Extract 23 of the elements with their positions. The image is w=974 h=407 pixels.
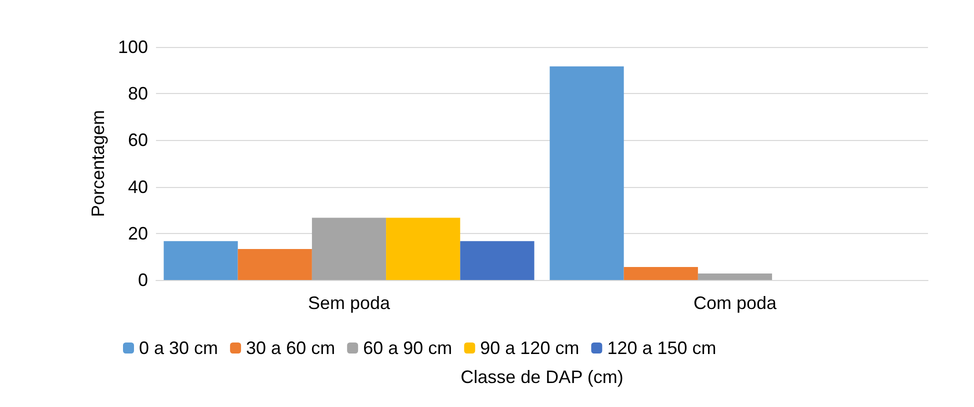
bar <box>698 273 772 280</box>
legend-label: 90 a 120 cm <box>480 338 580 358</box>
legend-label: 120 a 150 cm <box>607 338 716 358</box>
bar <box>386 218 460 280</box>
bar <box>238 249 312 280</box>
x-axis-title: Classe de DAP (cm) <box>460 367 624 387</box>
x-tick-label: Com poda <box>693 293 778 313</box>
y-tick-label: 0 <box>138 270 148 290</box>
bar <box>312 218 386 280</box>
bar <box>164 241 238 280</box>
bar <box>624 266 698 280</box>
legend-label: 0 a 30 cm <box>139 338 218 358</box>
legend-label: 30 a 60 cm <box>246 338 336 358</box>
bar <box>460 241 534 280</box>
y-axis-title: Porcentagem <box>88 110 108 218</box>
y-tick-label: 20 <box>128 223 148 244</box>
bar <box>550 66 624 280</box>
y-tick-label: 40 <box>128 176 148 197</box>
y-tick-label: 60 <box>128 130 148 150</box>
x-tick-label: Sem poda <box>308 293 392 313</box>
y-tick-label: 100 <box>118 37 148 57</box>
y-tick-label: 80 <box>128 84 148 104</box>
legend-label: 60 a 90 cm <box>363 338 452 358</box>
